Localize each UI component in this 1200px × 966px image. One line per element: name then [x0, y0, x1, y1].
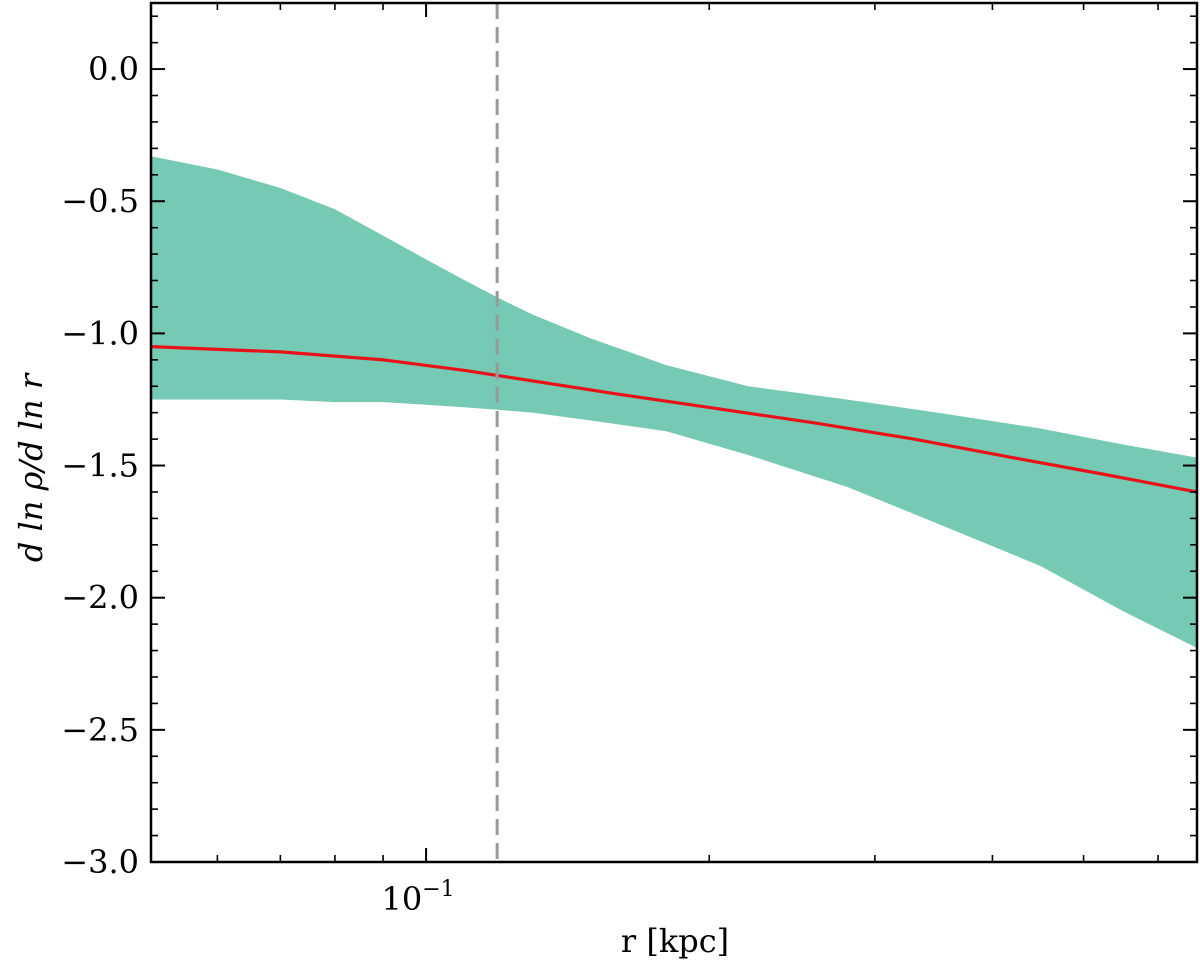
axes-frame [149, 1, 1199, 864]
x-tick-label: 10−1 [382, 877, 455, 918]
series-line-0 [150, 345, 1198, 494]
tick-labels: 0.0 −0.5 −1.0 −1.5 −2.0 −2.5 −3.0 10−1 [61, 50, 454, 918]
plot-frame [149, 1, 1199, 864]
axis-ticks [151, 3, 1197, 863]
series-line-layer [150, 345, 1198, 494]
y-tick-label-3: −1.5 [61, 447, 139, 485]
y-tick-label-6: −3.0 [61, 843, 139, 881]
y-tick-label-2: −1.0 [61, 314, 139, 352]
x-axis-label: r [kpc] [621, 922, 729, 960]
y-tick-label-1: −0.5 [61, 182, 139, 220]
y-tick-label-4: −2.0 [61, 579, 139, 617]
y-axis-label: d ln ρ/d ln r [12, 372, 50, 562]
y-tick-label-0: 0.0 [88, 50, 139, 88]
x-tick-label-exponent: −1 [422, 877, 454, 902]
y-tick-label-5: −2.5 [61, 711, 139, 749]
x-tick-label-base: 10 [382, 880, 423, 918]
